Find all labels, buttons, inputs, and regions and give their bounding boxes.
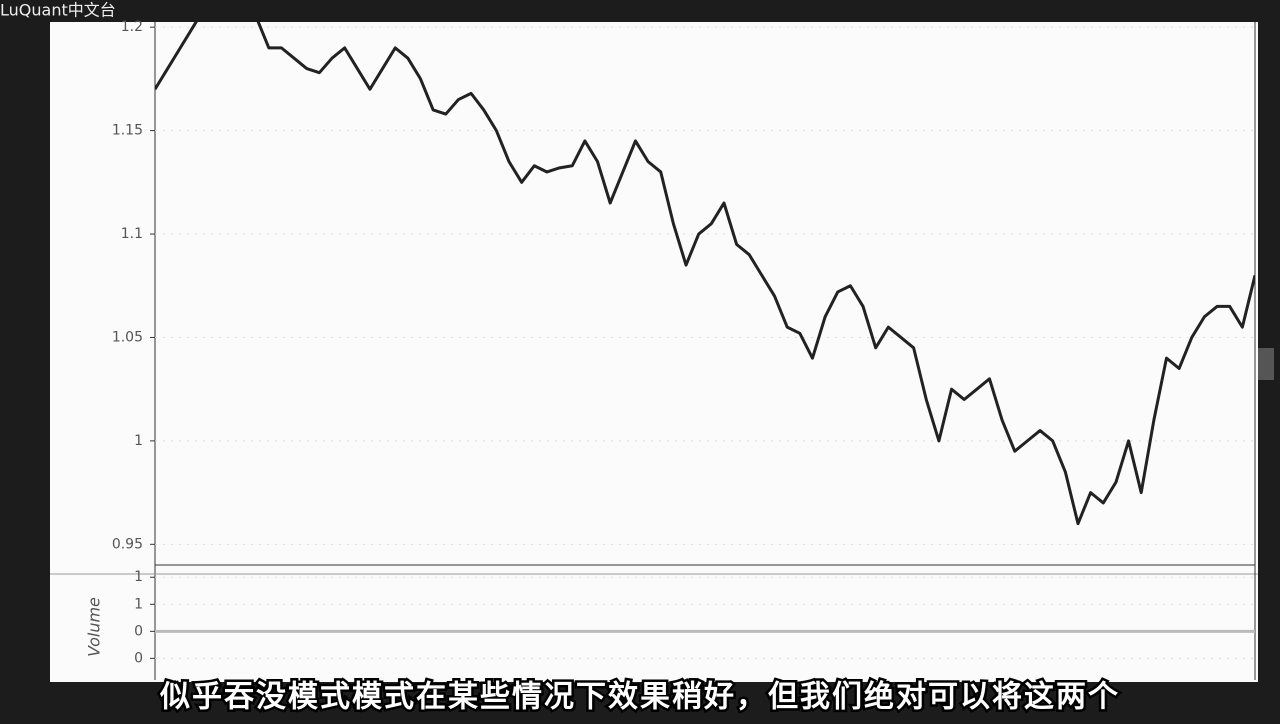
y-tick-label: 1.2: [121, 19, 143, 35]
y-tick-label: 1.1: [121, 226, 143, 242]
y-tick-label: 1.05: [112, 329, 143, 345]
y-tick-label: 1: [134, 596, 143, 612]
y-tick-label: 0: [134, 650, 143, 666]
scrollbar[interactable]: [1258, 348, 1274, 380]
subtitle: 似乎吞没模式模式在某些情况下效果稍好，但我们绝对可以将这两个: [159, 680, 1120, 715]
y-tick-label: 1.15: [112, 123, 143, 139]
chart-panel: [50, 22, 1258, 682]
data-line: [155, 22, 1255, 526]
y-axis-label: Volume: [85, 597, 104, 657]
y-tick-label: 1: [134, 569, 143, 585]
watermark: LuQuant中文台: [0, 1, 116, 20]
y-tick-label: 1: [134, 433, 143, 449]
y-tick-label: 0.95: [112, 536, 143, 552]
y-tick-label: 0: [134, 623, 143, 639]
